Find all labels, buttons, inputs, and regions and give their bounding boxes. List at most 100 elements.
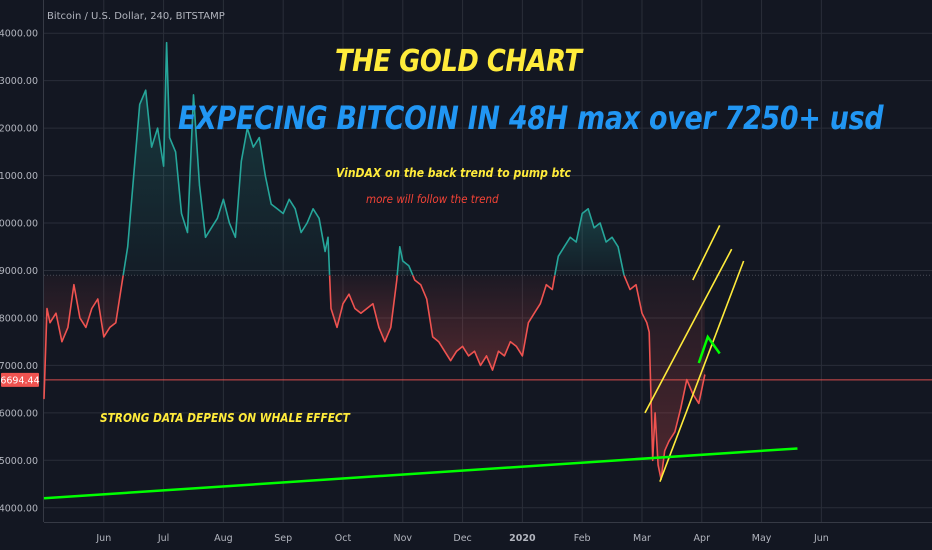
price-point [372,303,374,305]
price-point [646,322,648,324]
price-point [252,146,254,148]
x-tick-label[interactable]: Jul [157,533,169,544]
price-point [414,279,416,281]
price-tag-label: 6694.44 [0,375,39,386]
y-tick-label[interactable]: 10000.00 [0,219,38,230]
price-point [551,288,553,291]
channel-trendline[interactable] [644,248,733,414]
x-tick-label[interactable]: Aug [214,533,233,544]
price-point [605,241,607,243]
price-point [246,127,248,129]
price-point [157,127,159,129]
y-tick-label[interactable]: 11000.00 [0,171,38,182]
price-point [222,198,224,200]
x-tick-label[interactable]: Mar [633,533,651,544]
price-point [432,336,434,338]
price-point [288,198,290,200]
price-point [384,341,386,343]
price-point [581,212,583,215]
x-axis[interactable]: Jun Jul Aug Sep Oct Nov Dec 2020 Feb Mar Apr May Jun [95,533,828,544]
y-tick-label[interactable]: 14000.00 [0,29,38,40]
price-point [210,227,213,229]
channel-trendline[interactable] [692,225,721,281]
price-point [61,341,63,343]
x-tick-label[interactable]: Apr [694,533,711,544]
annotation-whale-effect[interactable]: STRONG DATA DEPENS ON WHALE EFFECT [100,411,350,425]
x-tick-label[interactable]: May [752,533,772,544]
price-point [657,464,659,466]
y-axis[interactable]: 4000.00 5000.00 6000.00 7000.00 8000.00 9000.… [0,29,38,515]
price-line-below [623,274,706,481]
y-tick-label[interactable]: 12000.00 [0,124,38,135]
drawing-overlays[interactable] [43,225,798,500]
price-line-below [412,274,556,371]
price-point [109,326,111,329]
price-point [43,398,45,400]
x-tick-label[interactable]: Jun [813,533,829,544]
price-point [49,322,51,324]
y-tick-label[interactable]: 6000.00 [0,408,38,419]
area-below-baseline [412,275,555,371]
y-tick-label[interactable]: 7000.00 [0,361,38,372]
x-tick-label[interactable]: Sep [274,533,292,544]
price-point [479,364,482,366]
y-tick-label[interactable]: 13000.00 [0,76,38,87]
price-point [704,374,706,376]
price-point [198,184,201,186]
chart-title[interactable]: THE GOLD CHART [335,44,582,79]
price-point [127,246,129,248]
current-price-tag: 6694.44 [0,372,40,387]
chart-subtitle[interactable]: EXPECING BITCOIN IN 48H max over 7250+ u… [178,99,884,137]
x-tick-label[interactable]: Feb [574,533,591,544]
price-point [312,208,314,210]
annotation-vindax[interactable]: VinDAX on the back trend to pump btc [336,166,571,180]
price-point [497,350,500,352]
price-point [121,284,123,286]
price-point [192,94,195,96]
price-point [402,260,404,262]
price-point [617,246,619,248]
x-tick-label[interactable]: Oct [335,533,352,544]
price-point [408,265,410,267]
price-point [318,217,320,219]
support-trendline[interactable] [43,447,798,500]
y-tick-label[interactable]: 5000.00 [0,456,38,467]
price-point [509,341,512,343]
price-point [133,174,135,177]
x-tick-label[interactable]: Dec [453,533,471,544]
price-point [145,89,147,91]
price-point [648,331,650,333]
up-arrow-drawing[interactable] [697,334,721,364]
price-point [300,231,302,234]
price-point [139,103,141,105]
x-tick-label[interactable]: 2020 [509,533,536,544]
price-point [426,298,428,300]
price-point [654,412,656,414]
channel-trendline[interactable] [659,260,745,482]
price-point [450,360,452,362]
area-above-baseline [123,42,330,276]
y-tick-label[interactable]: 4000.00 [0,503,38,514]
price-point [324,250,326,253]
price-point [444,350,446,352]
price-point [539,303,541,305]
price-point [473,350,476,352]
y-tick-label[interactable]: 9000.00 [0,266,38,277]
price-point [599,222,601,224]
price-point [641,312,643,314]
price-point [354,307,356,310]
price-point [97,298,99,300]
x-tick-label[interactable]: Nov [394,533,413,544]
symbol-label[interactable]: Bitcoin / U.S. Dollar, 240, BITSTAMP [47,11,225,22]
price-point [168,137,171,139]
price-point [485,355,488,357]
price-point [204,236,207,238]
area-below-baseline [44,275,124,399]
x-tick-label[interactable]: Jun [95,533,111,544]
price-point [515,345,518,348]
y-tick-label[interactable]: 8000.00 [0,313,38,324]
annotation-follow-trend[interactable]: more will follow the trend [366,192,499,206]
price-point [698,402,700,404]
